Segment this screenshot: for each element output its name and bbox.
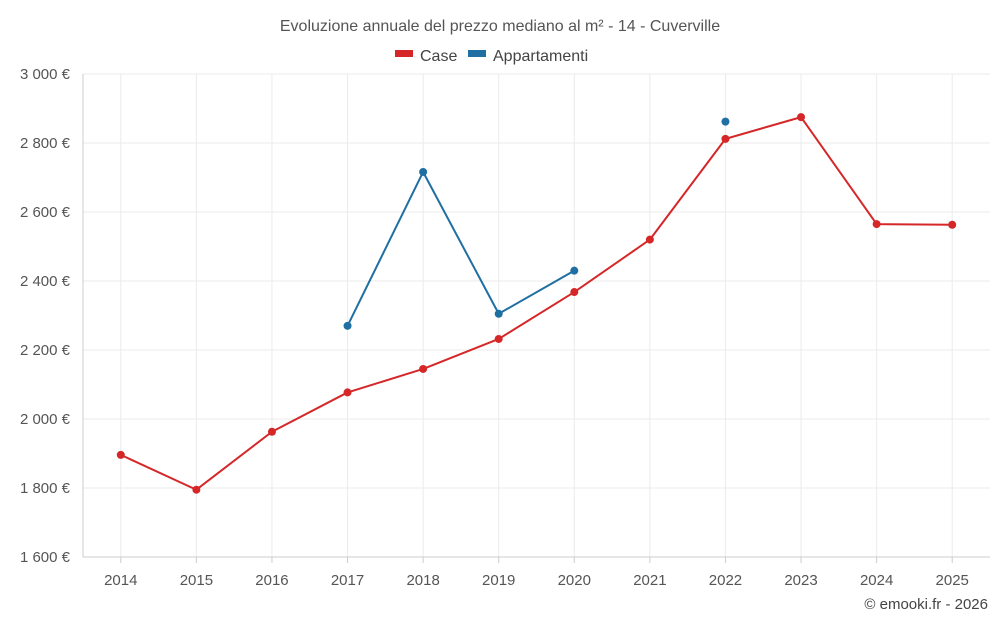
data-point-case-2015[interactable] [192,485,201,494]
legend-label-appartamenti: Appartamenti [493,48,588,65]
y-tick-label: 2 800 € [20,135,71,152]
legend-item-case[interactable]: Case [395,48,457,65]
chart-title: Evoluzione annuale del prezzo mediano al… [280,18,720,35]
data-point-case-2025[interactable] [948,220,957,229]
data-point-appartamenti-2019[interactable] [494,309,503,318]
credit-text: © emooki.fr - 2026 [864,596,988,613]
y-tick-label: 1 600 € [20,549,71,566]
x-tick-label: 2017 [331,572,364,589]
x-tick-label: 2025 [936,572,969,589]
data-point-case-2022[interactable] [721,134,730,143]
x-tick-label: 2015 [180,572,213,589]
y-tick-label: 2 200 € [20,342,71,359]
x-tick-label: 2020 [558,572,591,589]
y-tick-label: 1 800 € [20,480,71,497]
data-point-case-2023[interactable] [797,113,806,122]
data-point-case-2016[interactable] [267,427,276,436]
legend-swatch-case [395,50,413,57]
data-point-case-2019[interactable] [494,334,503,343]
y-tick-label: 3 000 € [20,66,71,83]
y-tick-label: 2 600 € [20,204,71,221]
x-tick-label: 2023 [784,572,817,589]
x-tick-label: 2019 [482,572,515,589]
legend-item-appartamenti[interactable]: Appartamenti [468,48,588,65]
series-line-case [120,116,953,491]
legend-label-case: Case [420,48,457,65]
data-point-case-2024[interactable] [872,220,881,229]
series-case [116,113,957,494]
x-tick-label: 2024 [860,572,893,589]
data-point-case-2017[interactable] [343,388,352,397]
series [116,113,957,494]
legend: Case Appartamenti [395,48,588,65]
data-point-appartamenti-2018[interactable] [419,167,428,176]
x-tick-label: 2014 [104,572,137,589]
series-appartamenti [343,117,730,330]
x-tick-label: 2021 [633,572,666,589]
data-point-appartamenti-2017[interactable] [343,321,352,330]
x-tick-label: 2016 [255,572,288,589]
data-point-case-2018[interactable] [419,364,428,373]
legend-swatch-appartamenti [468,50,486,57]
x-tick-label: 2018 [406,572,439,589]
series-line-appartamenti [346,170,575,327]
y-tick-label: 2 000 € [20,411,71,428]
axes: 1 600 € 1 800 € 2 000 € 2 200 € 2 400 € 2 600… [20,66,990,589]
data-point-appartamenti-2022[interactable] [721,117,730,126]
y-tick-label: 2 400 € [20,273,71,290]
data-point-appartamenti-2020[interactable] [570,266,579,275]
data-point-case-2021[interactable] [645,235,654,244]
data-point-case-2020[interactable] [570,288,579,297]
x-tick-label: 2022 [709,572,742,589]
data-point-case-2014[interactable] [116,450,125,459]
